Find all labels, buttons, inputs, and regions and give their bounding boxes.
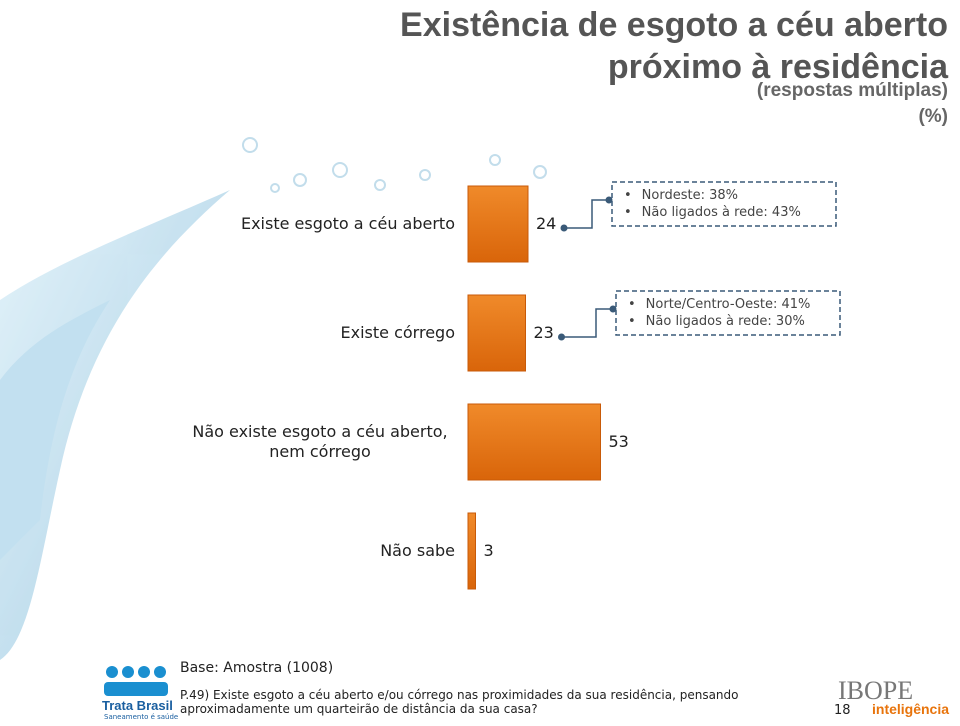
value-label: 3 bbox=[483, 541, 494, 560]
category-label: Não sabe bbox=[380, 541, 455, 560]
unit: (%) bbox=[918, 106, 948, 127]
category-label: Existe esgoto a céu aberto bbox=[240, 214, 455, 233]
bar bbox=[467, 403, 601, 481]
logo-text: Trata Brasil bbox=[102, 698, 173, 713]
logo-text: Saneamento é saúde bbox=[104, 713, 179, 721]
connector bbox=[564, 199, 612, 229]
logo-trata-brasil bbox=[104, 666, 168, 696]
annotation-box bbox=[615, 290, 841, 336]
annotation-item: Não ligados à rede: 43% bbox=[624, 204, 801, 221]
annotation-item: Não ligados à rede: 30% bbox=[628, 313, 810, 330]
connector bbox=[561, 308, 616, 338]
water-decoration bbox=[0, 137, 547, 660]
bar bbox=[467, 185, 529, 263]
base-note: Base: Amostra (1008) bbox=[180, 660, 334, 676]
logo-text: inteligência bbox=[872, 701, 950, 717]
annotation-item: Norte/Centro-Oeste: 41% bbox=[628, 296, 811, 313]
connector-dot bbox=[605, 196, 613, 204]
title-line: Existência de esgoto a céu aberto bbox=[400, 6, 948, 44]
value-label: 53 bbox=[608, 432, 629, 451]
annotation: Nordeste: 38%Não ligados à rede: 43% bbox=[624, 187, 801, 221]
connector-dot bbox=[609, 305, 617, 313]
bar bbox=[467, 512, 476, 590]
value-label: 24 bbox=[536, 214, 557, 233]
subtitle: (respostas múltiplas) bbox=[756, 80, 948, 101]
annotation-item: Nordeste: 38% bbox=[624, 187, 801, 204]
title-line: próximo à residência bbox=[607, 48, 948, 86]
question: P.49) Existe esgoto a céu aberto e/ou có… bbox=[180, 688, 739, 716]
bar bbox=[467, 294, 526, 372]
page-number: 18 bbox=[834, 703, 851, 718]
category-label: Não existe esgoto a céu aberto, nem córr… bbox=[192, 422, 448, 461]
annotation: Norte/Centro-Oeste: 41%Não ligados à red… bbox=[628, 296, 811, 330]
category-label: Existe córrego bbox=[340, 323, 455, 342]
annotation-box bbox=[611, 181, 837, 227]
value-label: 23 bbox=[533, 323, 554, 342]
title: Existência de esgoto a céu aberto próxim… bbox=[400, 4, 948, 88]
logo-text: IBOPE bbox=[838, 676, 914, 705]
